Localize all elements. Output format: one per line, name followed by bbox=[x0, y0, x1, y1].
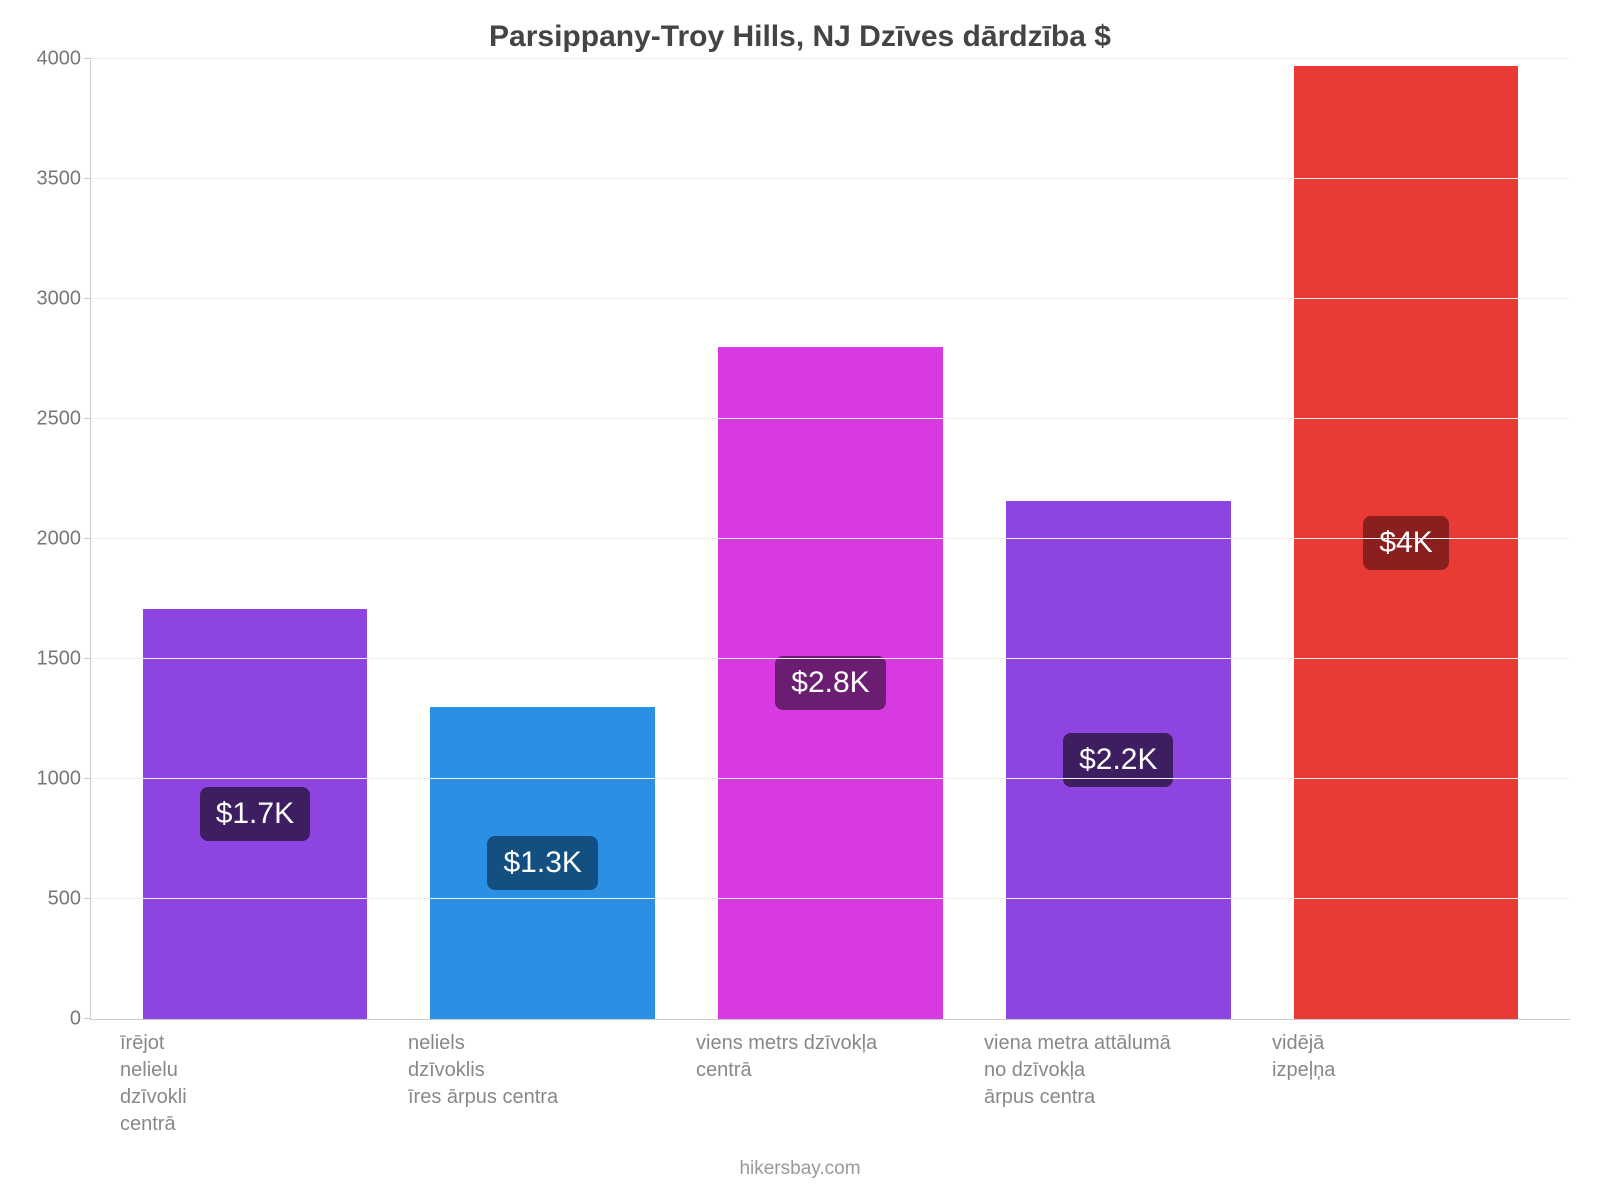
plot-area: $1.7K$1.3K$2.8K$2.2K$4K 0500100015002000… bbox=[90, 60, 1570, 1020]
bar-slot: $2.2K bbox=[974, 60, 1262, 1019]
ytick-mark bbox=[84, 178, 91, 179]
gridline bbox=[91, 298, 1570, 299]
ytick-label: 2000 bbox=[37, 528, 82, 551]
ytick-mark bbox=[84, 418, 91, 419]
gridline bbox=[91, 658, 1570, 659]
ytick-mark bbox=[84, 778, 91, 779]
gridline bbox=[91, 898, 1570, 899]
bar-value-badge: $1.7K bbox=[200, 787, 310, 841]
ytick-mark bbox=[84, 1018, 91, 1019]
bar: $4K bbox=[1294, 66, 1518, 1019]
ytick-label: 0 bbox=[70, 1008, 81, 1031]
bars-container: $1.7K $1.3K $2.8K $2.2K $4K bbox=[91, 60, 1570, 1019]
xtick-label: viens metrs dzīvokļa centrā bbox=[686, 1030, 974, 1138]
xtick-label: neliels dzīvoklis īres ārpus centra bbox=[398, 1030, 686, 1138]
attribution-text: hikersbay.com bbox=[0, 1158, 1600, 1180]
gridline bbox=[91, 538, 1570, 539]
ytick-label: 1000 bbox=[37, 768, 82, 791]
bar-value-badge: $2.8K bbox=[775, 656, 885, 710]
gridline bbox=[91, 178, 1570, 179]
bar-slot: $4K bbox=[1262, 60, 1550, 1019]
ytick-label: 4000 bbox=[37, 48, 82, 71]
ytick-mark bbox=[84, 538, 91, 539]
bar-slot: $2.8K bbox=[687, 60, 975, 1019]
bar-slot: $1.7K bbox=[111, 60, 399, 1019]
ytick-label: 2500 bbox=[37, 408, 82, 431]
gridline bbox=[91, 58, 1570, 59]
gridline bbox=[91, 418, 1570, 419]
bar: $1.7K bbox=[143, 609, 367, 1019]
ytick-label: 3000 bbox=[37, 288, 82, 311]
bar: $1.3K bbox=[430, 707, 654, 1019]
ytick-mark bbox=[84, 58, 91, 59]
ytick-mark bbox=[84, 658, 91, 659]
ytick-mark bbox=[84, 298, 91, 299]
bar: $2.8K bbox=[718, 347, 942, 1019]
xtick-labels: īrējot nelielu dzīvokli centrāneliels dz… bbox=[90, 1030, 1570, 1138]
ytick-label: 500 bbox=[48, 888, 81, 911]
gridline bbox=[91, 778, 1570, 779]
ytick-mark bbox=[84, 898, 91, 899]
bar-value-badge: $4K bbox=[1363, 516, 1448, 570]
ytick-label: 3500 bbox=[37, 168, 82, 191]
xtick-label: viena metra attālumā no dzīvokļa ārpus c… bbox=[974, 1030, 1262, 1138]
ytick-label: 1500 bbox=[37, 648, 82, 671]
bar-slot: $1.3K bbox=[399, 60, 687, 1019]
xtick-label: vidējā izpeļņa bbox=[1262, 1030, 1550, 1138]
xtick-label: īrējot nelielu dzīvokli centrā bbox=[110, 1030, 398, 1138]
bar: $2.2K bbox=[1006, 501, 1230, 1019]
bar-value-badge: $1.3K bbox=[487, 836, 597, 890]
chart-title: Parsippany-Troy Hills, NJ Dzīves dārdzīb… bbox=[0, 0, 1600, 54]
